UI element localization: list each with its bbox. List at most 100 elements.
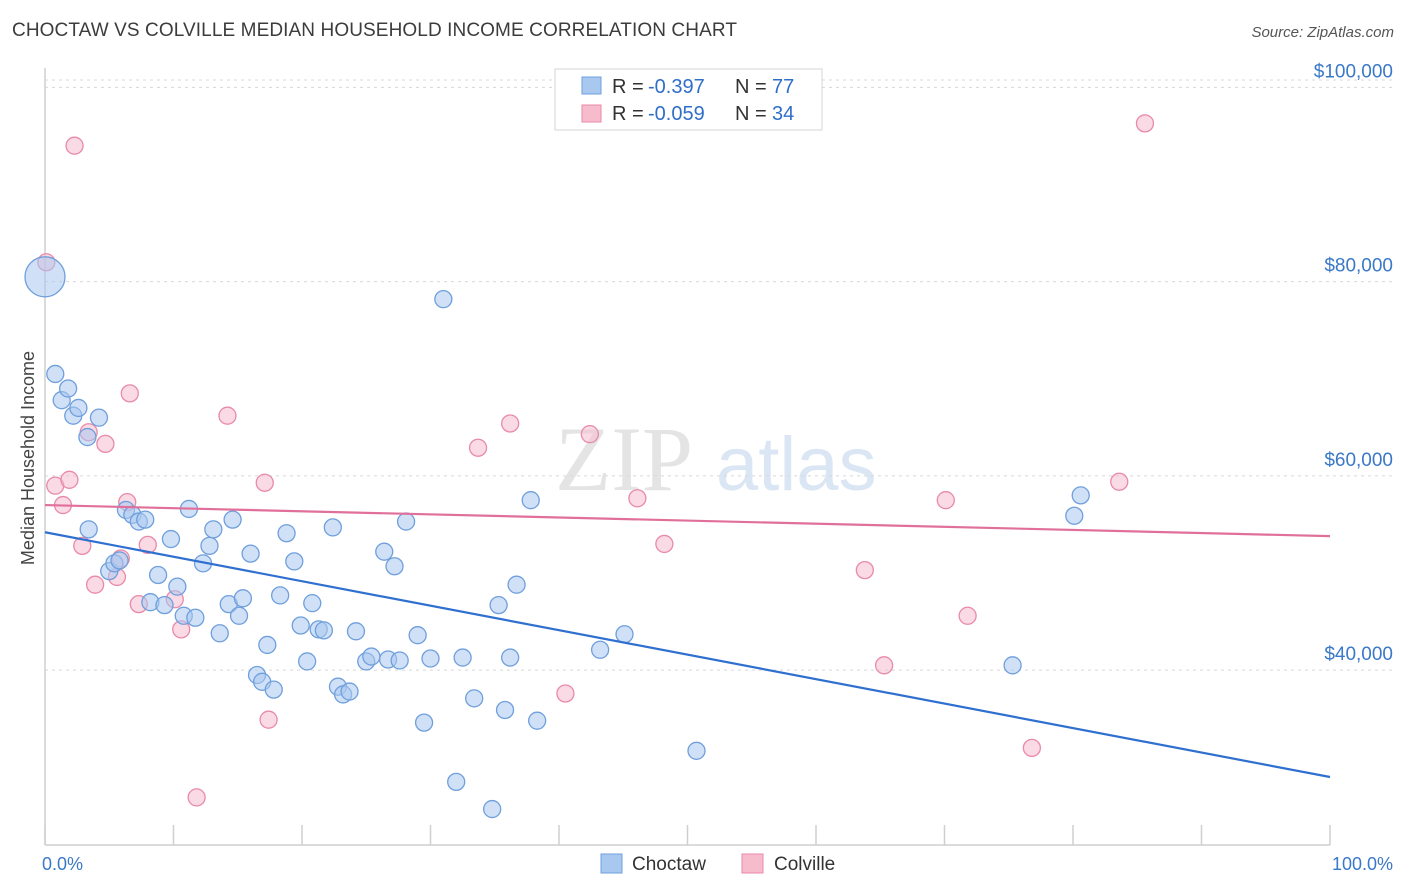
- choctaw-point-73: [687, 741, 706, 760]
- choctaw-point-56: [396, 512, 416, 531]
- series-legend: Choctaw Colville: [600, 853, 835, 875]
- choctaw-point-8: [79, 520, 98, 539]
- colville-point-32: [1110, 472, 1129, 491]
- legend-n-value-choctaw: 77: [772, 76, 794, 98]
- choctaw-point-60: [434, 290, 453, 309]
- choctaw-point-25: [200, 536, 219, 556]
- choctaw-point-42: [303, 594, 322, 613]
- choctaw-point-23: [186, 608, 205, 627]
- watermark-zip: ZIP: [555, 408, 693, 510]
- legend-n-label-colville: N =: [735, 103, 767, 125]
- colville-point-3: [60, 470, 79, 489]
- choctaw-point-71: [590, 640, 610, 659]
- choctaw-point-52: [375, 542, 394, 561]
- legend-swatch-colville: [581, 104, 602, 123]
- choctaw-point-45: [323, 518, 342, 537]
- choctaw-point-64: [483, 799, 502, 819]
- trend-lines: [44, 503, 1331, 779]
- choctaw-point-39: [285, 552, 304, 571]
- colville-point-5: [73, 536, 92, 556]
- choctaw-point-7: [89, 408, 109, 427]
- choctaw-point-19: [161, 529, 181, 549]
- choctaw-point-51: [362, 647, 381, 666]
- choctaw-point-40: [291, 616, 310, 635]
- series-legend-label-choctaw: Choctaw: [632, 854, 706, 875]
- choctaw-point-5: [69, 398, 88, 418]
- series-legend-swatch-choctaw: [600, 853, 623, 874]
- watermark-atlas: atlas: [716, 422, 877, 507]
- colville-point-31: [1022, 738, 1042, 758]
- choctaw-point-70: [528, 711, 547, 730]
- choctaw-point-41: [297, 652, 317, 671]
- choctaw-point-15: [136, 510, 155, 529]
- choctaw-point-18: [155, 595, 174, 615]
- colville-point-19: [255, 473, 274, 492]
- choctaw-point-36: [264, 680, 283, 699]
- legend-n-value-colville: 34: [772, 103, 794, 125]
- x-tick-marks: [44, 825, 1331, 845]
- legend-n-label-choctaw: N =: [735, 76, 767, 98]
- choctaw-point-26: [204, 520, 223, 539]
- colville-point-4: [65, 136, 84, 155]
- choctaw-point-69: [521, 491, 540, 510]
- choctaw-point-75: [1065, 506, 1084, 525]
- choctaw-points: [24, 256, 1090, 819]
- source-label: Source: ZipAtlas.com: [1251, 24, 1394, 41]
- choctaw-point-48: [340, 682, 359, 701]
- legend-swatch-choctaw: [581, 76, 602, 95]
- choctaw-point-30: [229, 606, 249, 625]
- legend-r-label-choctaw: R =: [612, 76, 644, 98]
- y-axis-label: Median Household Income: [18, 351, 38, 565]
- choctaw-point-37: [271, 586, 290, 605]
- choctaw-point-1: [46, 364, 65, 384]
- colville-point-28: [874, 656, 894, 675]
- choctaw-point-74: [1003, 656, 1022, 675]
- colville-point-24: [580, 425, 599, 444]
- gridlines: [45, 79, 1395, 671]
- correlation-legend: R = -0.397 N = 77 R = -0.059 N = 34: [554, 68, 823, 131]
- choctaw-point-49: [346, 622, 366, 641]
- choctaw-point-72: [615, 625, 634, 644]
- choctaw-point-67: [501, 648, 520, 667]
- choctaw-point-55: [390, 651, 409, 670]
- colville-point-12: [120, 384, 139, 403]
- choctaw-point-65: [489, 595, 508, 615]
- legend-r-label-colville: R =: [612, 103, 644, 125]
- choctaw-point-62: [453, 648, 472, 667]
- choctaw-trend-line: [44, 531, 1331, 779]
- colville-point-29: [936, 491, 955, 510]
- choctaw-point-0: [24, 256, 66, 298]
- colville-point-7: [85, 575, 105, 594]
- choctaw-point-6: [78, 427, 97, 447]
- choctaw-point-29: [223, 510, 242, 529]
- colville-point-27: [855, 560, 874, 580]
- legend-r-value-choctaw: -0.397: [648, 76, 705, 98]
- choctaw-point-11: [110, 551, 129, 570]
- choctaw-point-76: [1071, 486, 1090, 505]
- choctaw-point-59: [421, 649, 440, 668]
- colville-point-23: [556, 684, 575, 703]
- colville-point-17: [187, 788, 206, 807]
- choctaw-point-63: [465, 689, 484, 708]
- x-tick-label-max: 100.0%: [1332, 854, 1393, 874]
- choctaw-point-57: [408, 626, 427, 645]
- colville-point-20: [259, 710, 278, 729]
- choctaw-point-20: [168, 577, 187, 596]
- choctaw-point-3: [58, 379, 78, 398]
- colville-point-26: [655, 534, 674, 554]
- y-tick-label-80000: $80,000: [1324, 256, 1393, 277]
- colville-point-21: [468, 438, 488, 457]
- colville-point-8: [96, 434, 115, 454]
- y-tick-label-60000: $60,000: [1324, 450, 1393, 471]
- colville-point-25: [628, 489, 647, 508]
- y-tick-labels: $40,000 $60,000 $80,000 $100,000: [1314, 61, 1393, 665]
- colville-point-30: [958, 606, 977, 625]
- choctaw-point-31: [233, 589, 253, 608]
- colville-point-18: [218, 406, 237, 425]
- colville-point-33: [1135, 114, 1155, 133]
- choctaw-point-61: [447, 772, 466, 792]
- y-tick-label-100000: $100,000: [1314, 61, 1393, 82]
- choctaw-point-27: [210, 624, 229, 643]
- x-tick-label-min: 0.0%: [42, 854, 83, 874]
